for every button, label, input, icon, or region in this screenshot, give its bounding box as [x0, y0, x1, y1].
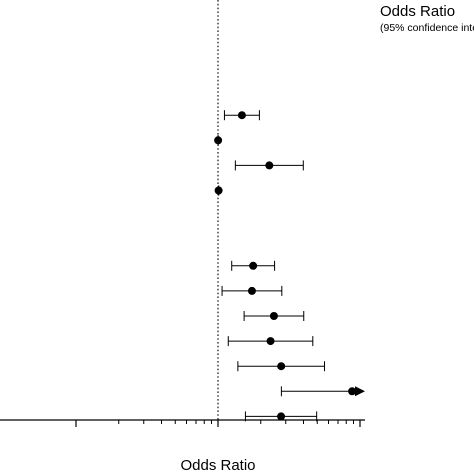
point-estimate [266, 337, 275, 346]
point-estimate [277, 362, 286, 371]
plot-area [0, 0, 365, 427]
header-title: Odds Ratio [380, 3, 455, 20]
point-estimate [269, 312, 278, 320]
point-estimate [214, 186, 223, 195]
point-estimate [237, 111, 246, 120]
point-estimate [348, 387, 357, 396]
point-estimate [249, 261, 258, 270]
ci-arrow [355, 386, 365, 397]
point-estimate [214, 136, 223, 145]
header-subtitle: (95% confidence interval) [380, 22, 474, 34]
point-estimate [277, 412, 286, 421]
point-estimate [247, 286, 256, 295]
point-estimate [265, 161, 274, 170]
x-axis-label: Odds Ratio [180, 457, 255, 474]
